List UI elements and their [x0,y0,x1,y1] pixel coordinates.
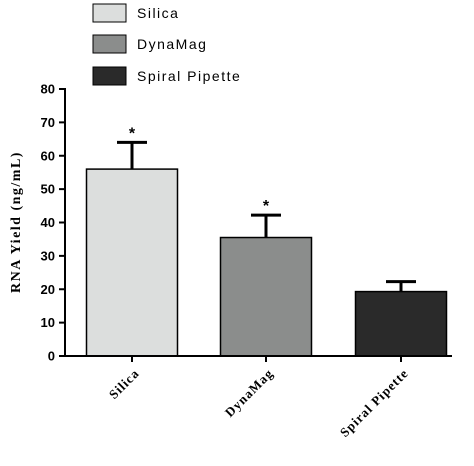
legend-label: Spiral Pipette [137,68,241,84]
x-tick-label: Silica [106,366,142,402]
bar [219,236,313,357]
legend-swatch [92,66,127,86]
significance-markers: ** [129,125,270,215]
y-axis-title: RNA Yield (ng/mL) [9,151,24,293]
legend-label: Silica [137,5,179,21]
y-tick-label: 0 [48,349,55,364]
x-axis-category-labels: Silica DynaMag Spiral Pipette [106,366,411,440]
legend: Silica DynaMag Spiral Pipette [92,3,241,86]
y-tick-label: 30 [41,248,55,263]
y-tick-label: 20 [41,282,55,297]
legend-swatch [92,34,127,54]
y-tick-label: 80 [41,82,55,97]
significance-star: * [129,125,136,142]
legend-label: DynaMag [137,36,207,52]
bar [354,290,448,357]
y-tick-label: 50 [41,182,55,197]
y-tick-label: 60 [41,148,55,163]
bar [85,168,179,357]
legend-swatch [92,3,127,23]
x-tick-label: DynaMag [222,366,276,420]
y-tick-label: 70 [41,115,55,130]
y-tick-label: 10 [41,315,55,330]
significance-star: * [263,198,270,215]
error-bars [117,140,416,292]
bars [85,168,448,357]
y-tick-label: 40 [41,215,55,230]
x-tick-label: Spiral Pipette [337,366,411,440]
y-axis-ticks: 0 10 20 30 40 50 60 70 80 [41,82,65,364]
